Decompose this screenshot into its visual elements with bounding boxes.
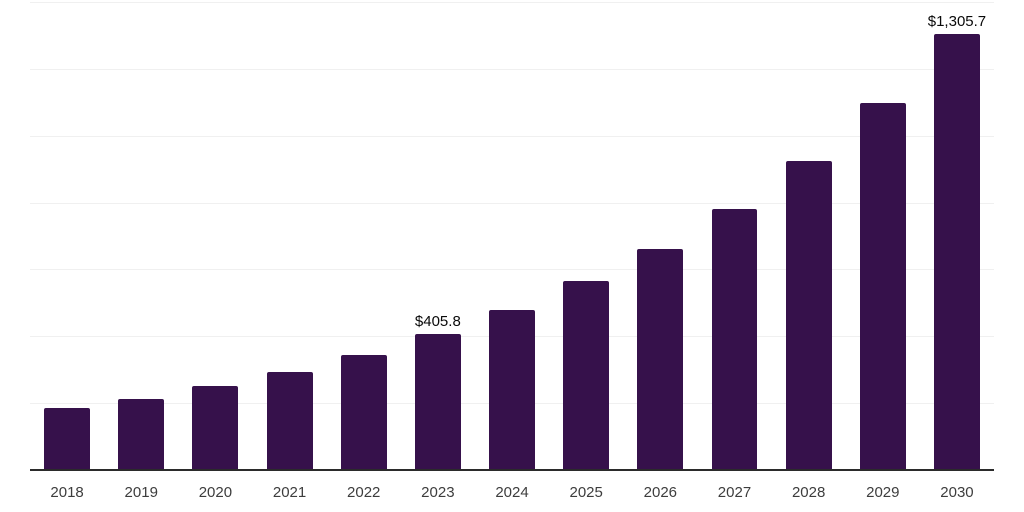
bar-value-label-2023: $405.8 bbox=[414, 313, 461, 331]
x-tick-label-2019: 2019 bbox=[124, 484, 158, 501]
bar-2026 bbox=[637, 249, 684, 470]
bar-2018 bbox=[44, 408, 91, 470]
x-tick-label-2020: 2020 bbox=[198, 484, 233, 501]
x-tick-label-2018: 2018 bbox=[50, 484, 84, 501]
x-tick-label-2023: 2023 bbox=[421, 484, 455, 501]
x-tick-label-2022: 2022 bbox=[347, 484, 381, 501]
x-tick-label-2028: 2028 bbox=[791, 484, 826, 501]
gridline bbox=[30, 68, 994, 70]
x-axis-line bbox=[30, 469, 994, 471]
bar-band-2025 bbox=[549, 2, 623, 470]
gridline bbox=[30, 135, 994, 137]
bar-band-2022 bbox=[327, 2, 401, 470]
bar-2021 bbox=[266, 372, 313, 470]
bar-band-2024 bbox=[475, 2, 549, 470]
x-tick-label-2027: 2027 bbox=[717, 484, 752, 501]
bar-band-2020 bbox=[178, 2, 252, 470]
bar-band-2019 bbox=[104, 2, 178, 470]
bar-band-2030: $1,305.7 bbox=[920, 2, 994, 470]
bar-2025 bbox=[563, 281, 610, 470]
bars-layer: $405.8 $1,305.7 bbox=[30, 2, 994, 470]
gridline bbox=[30, 269, 994, 271]
bar-2023 bbox=[414, 334, 461, 470]
bar-band-2027 bbox=[697, 2, 771, 470]
x-tick-label-2029: 2029 bbox=[866, 484, 900, 501]
x-tick-label-2026: 2026 bbox=[643, 484, 678, 501]
bar-2029 bbox=[859, 102, 906, 470]
bar-2020 bbox=[192, 386, 239, 470]
x-tick-label-2021: 2021 bbox=[272, 484, 307, 501]
plot-area: $405.8 $1,305.7 bbox=[30, 2, 994, 470]
bar-band-2028 bbox=[772, 2, 846, 470]
bar-2024 bbox=[489, 309, 535, 470]
bar-band-2023: $405.8 bbox=[401, 2, 475, 470]
gridline bbox=[30, 202, 994, 204]
bar-band-2021 bbox=[252, 2, 326, 470]
bar-band-2026 bbox=[623, 2, 697, 470]
bar-2028 bbox=[785, 161, 832, 470]
bar-2019 bbox=[118, 399, 165, 470]
bar-band-2029 bbox=[846, 2, 920, 470]
gridline bbox=[30, 2, 994, 3]
x-tick-label-2025: 2025 bbox=[569, 484, 603, 501]
bar-band-2018 bbox=[30, 2, 104, 470]
bar-value-label-2030: $1,305.7 bbox=[927, 12, 987, 30]
x-axis-labels: 2018 2019 2020 2021 2022 2023 2024 2025 2026 2027… bbox=[30, 482, 994, 504]
bar-2030 bbox=[933, 33, 980, 470]
x-tick-label-2030: 2030 bbox=[940, 484, 974, 501]
bar-2022 bbox=[340, 355, 387, 470]
x-tick-label-2024: 2024 bbox=[495, 484, 529, 501]
bar-2027 bbox=[711, 208, 758, 470]
